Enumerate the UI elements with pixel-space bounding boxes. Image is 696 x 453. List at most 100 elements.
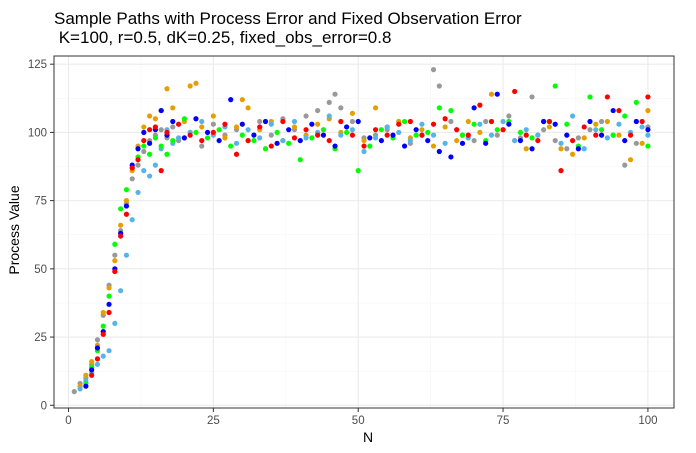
data-point	[106, 309, 112, 316]
data-point	[471, 137, 477, 144]
data-point	[523, 146, 529, 152]
data-point	[471, 105, 477, 111]
data-point	[569, 113, 576, 119]
y-axis-title: Process Value	[6, 185, 22, 274]
data-point	[222, 135, 228, 141]
data-point	[396, 121, 402, 127]
data-point	[541, 127, 547, 133]
data-point	[407, 118, 413, 125]
data-point	[488, 132, 495, 138]
data-point	[396, 129, 402, 136]
data-point	[477, 121, 483, 127]
data-point	[326, 113, 332, 119]
data-point	[645, 132, 651, 138]
data-point	[517, 129, 524, 136]
data-point	[465, 118, 471, 125]
x-tick-label: 100	[638, 415, 657, 427]
chart-subtitle: K=100, r=0.5, dK=0.25, fixed_obs_error=0…	[54, 28, 391, 47]
data-point	[210, 129, 216, 136]
data-point	[506, 121, 512, 127]
data-point	[309, 121, 315, 127]
data-point	[129, 176, 135, 182]
data-point	[170, 137, 176, 144]
data-point	[291, 118, 298, 125]
data-point	[123, 211, 130, 217]
data-point	[367, 135, 373, 141]
data-point	[204, 129, 211, 136]
data-point	[569, 151, 576, 157]
data-point	[564, 146, 570, 152]
data-point	[170, 105, 176, 111]
data-point	[338, 132, 344, 138]
data-point	[593, 132, 599, 138]
data-point	[390, 132, 396, 138]
data-point	[546, 124, 553, 130]
data-point	[633, 140, 639, 146]
data-point	[141, 148, 147, 155]
y-tick-label: 0	[41, 400, 47, 412]
data-point	[587, 127, 593, 133]
data-point	[616, 121, 622, 127]
data-point	[349, 127, 356, 133]
data-point	[326, 99, 332, 105]
data-point	[361, 137, 367, 144]
panel-background	[54, 56, 674, 408]
data-point	[436, 105, 442, 111]
data-point	[112, 241, 118, 247]
data-point	[372, 127, 379, 133]
y-tick-label: 75	[34, 196, 47, 208]
data-point	[257, 135, 263, 141]
data-point	[645, 94, 651, 100]
data-point	[419, 132, 425, 138]
data-point	[349, 132, 356, 138]
data-point	[94, 345, 101, 351]
data-point	[83, 383, 89, 389]
data-point	[448, 107, 454, 114]
data-point	[523, 127, 529, 133]
data-point	[303, 127, 309, 133]
data-point	[71, 389, 77, 395]
data-point	[454, 137, 460, 144]
data-point	[147, 173, 153, 179]
data-point	[228, 97, 234, 103]
data-point	[407, 137, 413, 144]
data-point	[459, 132, 466, 138]
data-point	[610, 107, 616, 114]
y-tick-label: 25	[34, 332, 47, 344]
data-point	[517, 137, 524, 144]
data-point	[216, 127, 222, 133]
data-point	[430, 132, 437, 138]
data-point	[633, 118, 639, 125]
data-point	[593, 127, 599, 133]
plot-panel: 0 25 50 75 100 0 25 50 75 100 125	[28, 55, 675, 427]
data-point	[175, 135, 182, 141]
data-point	[413, 127, 419, 133]
data-point	[326, 137, 332, 144]
x-tick-label: 50	[352, 415, 365, 427]
y-tick-label: 100	[28, 127, 47, 139]
data-point	[575, 146, 581, 152]
data-point	[152, 162, 159, 168]
data-point	[199, 143, 205, 149]
data-point	[442, 140, 448, 146]
data-point	[106, 301, 112, 307]
data-point	[291, 124, 298, 130]
data-point	[199, 137, 205, 144]
data-point	[569, 137, 576, 144]
data-point	[216, 137, 222, 144]
data-point	[193, 129, 199, 136]
data-point	[558, 146, 564, 152]
data-point	[158, 107, 164, 114]
data-point	[147, 127, 153, 133]
data-point	[222, 121, 228, 127]
data-point	[118, 206, 124, 212]
data-point	[639, 124, 645, 130]
data-point	[135, 189, 141, 196]
data-point	[616, 107, 622, 114]
data-point	[100, 309, 106, 316]
data-point	[164, 86, 170, 92]
data-point	[529, 94, 535, 100]
data-point	[384, 124, 390, 130]
data-point	[448, 154, 454, 160]
data-point	[170, 124, 176, 130]
